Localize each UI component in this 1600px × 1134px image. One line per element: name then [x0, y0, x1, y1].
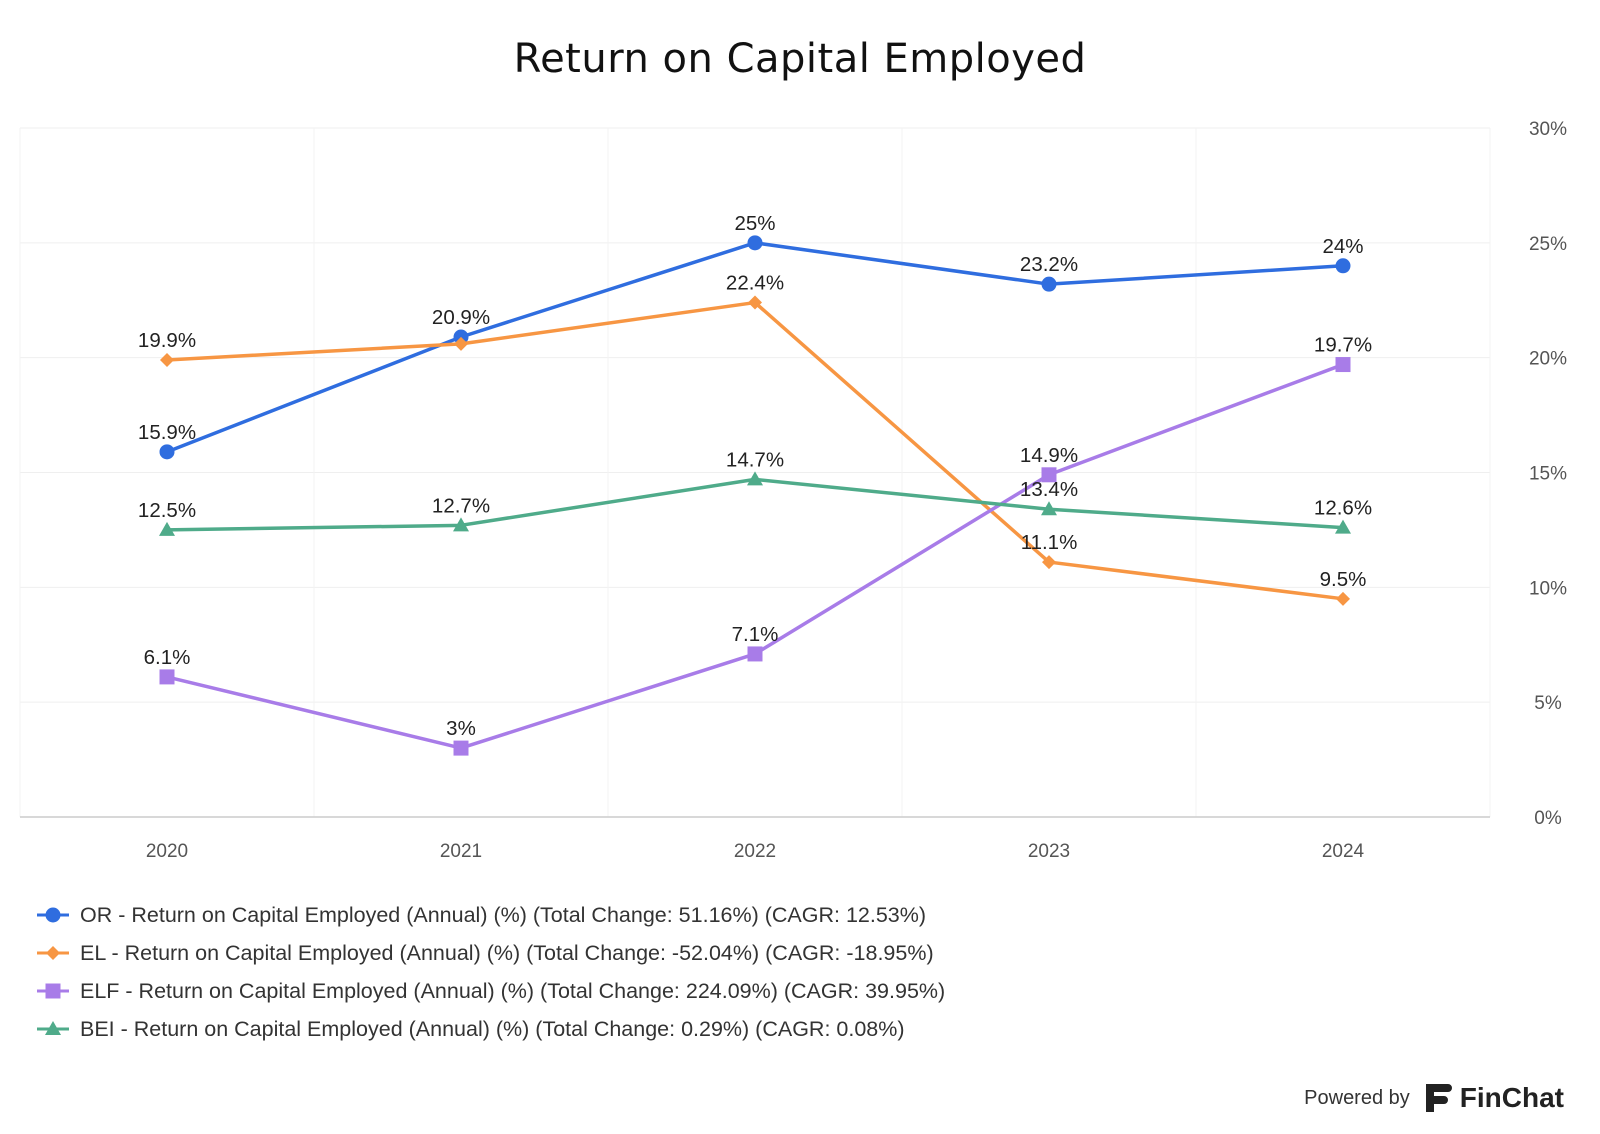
data-label: 6.1%: [144, 646, 191, 669]
data-label: 19.7%: [1314, 334, 1372, 357]
data-point-marker: [748, 295, 762, 310]
y-tick-label: 5%: [1534, 693, 1562, 714]
data-point-marker: [747, 235, 763, 251]
x-tick-label: 2020: [146, 841, 188, 862]
legend-swatch-icon: [37, 946, 69, 960]
data-label: 25%: [734, 212, 775, 235]
data-point-marker: [747, 646, 763, 662]
data-point-marker: [1042, 555, 1056, 570]
x-tick-label: 2023: [1028, 841, 1070, 862]
data-label: 24%: [1322, 235, 1363, 258]
data-label: 14.7%: [726, 448, 784, 471]
series-line: [166, 362, 1344, 750]
data-point-marker: [1336, 591, 1350, 606]
x-tick-label: 2022: [734, 841, 776, 862]
powered-by-text: Powered by: [1304, 1086, 1410, 1109]
y-tick-label: 0%: [1534, 808, 1562, 829]
data-label: 12.7%: [432, 494, 490, 517]
data-point-marker: [453, 517, 469, 532]
data-label: 19.9%: [138, 329, 196, 352]
data-point-marker: [454, 336, 468, 351]
chart-title: Return on Capital Employed: [513, 36, 1087, 82]
data-label: 14.9%: [1020, 444, 1078, 467]
data-point-marker: [45, 907, 61, 923]
footer: Powered by FinChat: [1304, 1082, 1564, 1114]
x-tick-label: 2021: [440, 841, 482, 862]
data-point-marker: [159, 444, 175, 460]
legend-swatch-icon: [37, 907, 69, 923]
legend-item[interactable]: EL - Return on Capital Employed (Annual)…: [36, 934, 945, 972]
legend-label: BEI - Return on Capital Employed (Annual…: [80, 1016, 905, 1041]
data-label: 20.9%: [432, 306, 490, 329]
data-point-marker: [45, 983, 61, 999]
legend-swatch-icon: [37, 983, 69, 999]
axes: 0% 5% 10% 15% 20% 25% 30% 2020 2021 2022 2023 2024: [20, 119, 1567, 862]
data-label: 11.1%: [1021, 531, 1078, 554]
data-point-marker: [160, 352, 174, 367]
data-point-marker: [1335, 519, 1351, 534]
data-point-marker: [1041, 276, 1057, 292]
legend-item[interactable]: ELF - Return on Capital Employed (Annual…: [36, 972, 945, 1010]
legend-label: ELF - Return on Capital Employed (Annual…: [80, 978, 946, 1003]
data-point-marker: [453, 740, 469, 756]
data-label: 9.5%: [1320, 568, 1367, 591]
data-labels: 15.9% 20.9% 25% 23.2% 24% 19.9% 22.4% 11.1% 9.5%…: [138, 212, 1372, 740]
data-point-marker: [45, 1021, 61, 1035]
finchat-brand: FinChat: [1459, 1082, 1564, 1113]
legend-label: OR - Return on Capital Employed (Annual)…: [80, 902, 927, 927]
data-label: 13.4%: [1020, 478, 1078, 501]
data-label: 7.1%: [732, 623, 779, 646]
y-tick-label: 20%: [1529, 349, 1567, 370]
y-tick-label: 30%: [1529, 119, 1567, 140]
data-label: 12.6%: [1314, 497, 1372, 520]
data-point-marker: [1335, 258, 1351, 274]
y-tick-label: 15%: [1529, 464, 1567, 485]
y-tick-label: 25%: [1529, 234, 1567, 255]
data-label: 23.2%: [1020, 253, 1078, 276]
data-point-marker: [1335, 357, 1351, 373]
data-point-marker: [1041, 501, 1057, 516]
data-label: 12.5%: [138, 499, 196, 522]
data-label: 22.4%: [726, 272, 784, 295]
legend-item[interactable]: BEI - Return on Capital Employed (Annual…: [36, 1010, 945, 1048]
data-point-marker: [46, 946, 60, 960]
data-point-marker: [747, 471, 763, 486]
series-line: [166, 477, 1344, 532]
data-point-marker: [1041, 467, 1057, 483]
line-chart: 0%5%10%15%20%25%30%2020 2021 2022 2023 2024 …: [19, 119, 1567, 862]
data-point-marker: [159, 521, 175, 536]
legend: OR - Return on Capital Employed (Annual)…: [36, 896, 945, 1048]
y-tick-label: 10%: [1529, 578, 1567, 599]
x-tick-label: 2024: [1322, 841, 1365, 862]
legend-swatch-icon: [37, 1021, 69, 1035]
series-lines: [159, 235, 1351, 756]
data-label: 3%: [446, 717, 476, 740]
data-label: 15.9%: [138, 421, 196, 444]
legend-item[interactable]: OR - Return on Capital Employed (Annual)…: [36, 896, 945, 934]
finchat-logo-icon: [1425, 1084, 1452, 1112]
data-point-marker: [159, 669, 175, 685]
legend-label: EL - Return on Capital Employed (Annual)…: [80, 940, 934, 965]
